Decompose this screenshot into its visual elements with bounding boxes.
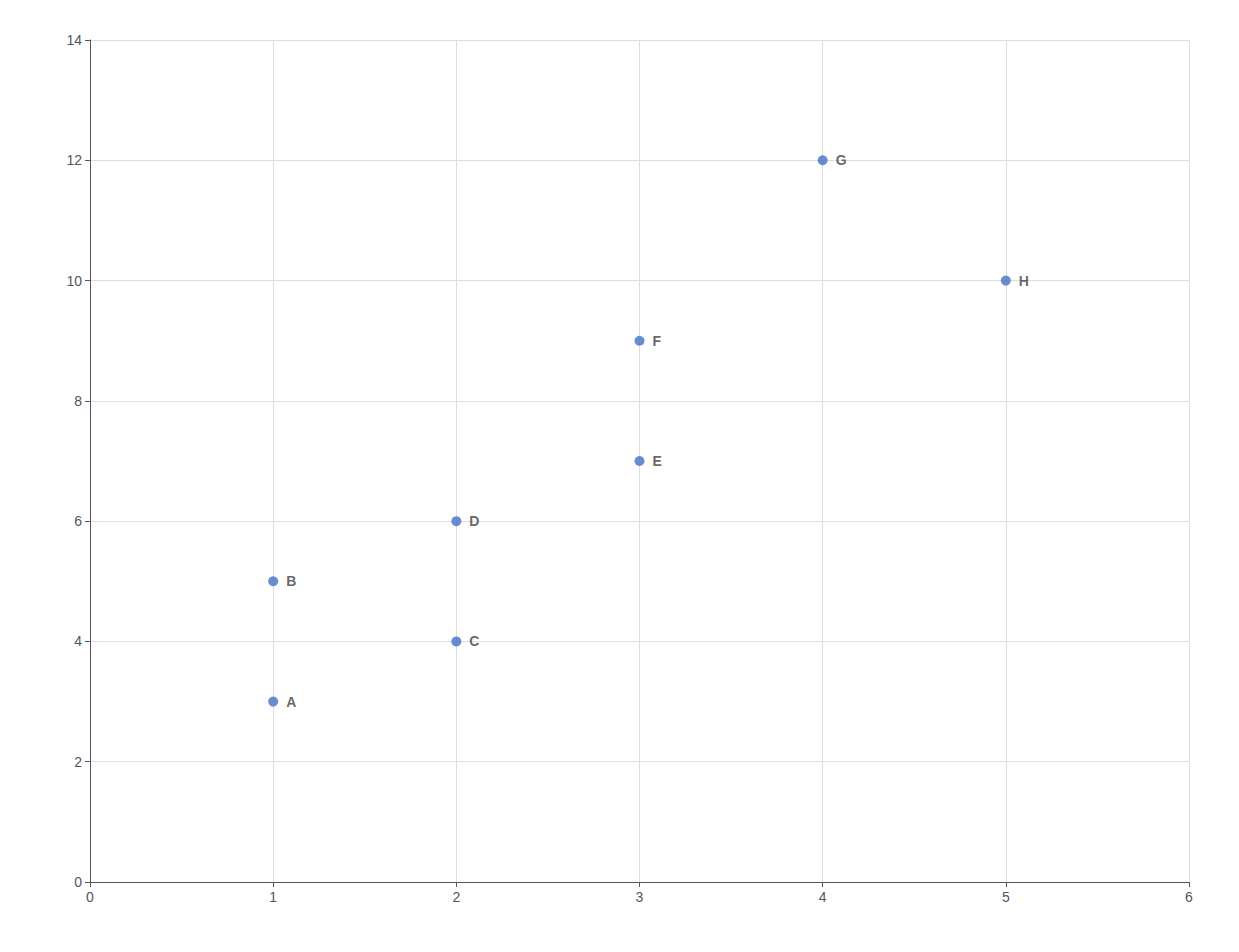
svg-text:C: C <box>469 633 479 649</box>
svg-text:6: 6 <box>74 513 82 529</box>
svg-text:4: 4 <box>819 889 827 905</box>
svg-text:14: 14 <box>66 32 82 48</box>
svg-text:10: 10 <box>66 273 82 289</box>
svg-text:2: 2 <box>452 889 460 905</box>
svg-text:5: 5 <box>1002 889 1010 905</box>
svg-text:G: G <box>836 152 847 168</box>
svg-text:H: H <box>1019 273 1029 289</box>
svg-text:A: A <box>286 694 296 710</box>
svg-text:4: 4 <box>74 633 82 649</box>
svg-text:1: 1 <box>269 889 277 905</box>
svg-text:3: 3 <box>636 889 644 905</box>
svg-text:0: 0 <box>74 874 82 890</box>
svg-text:2: 2 <box>74 754 82 770</box>
svg-text:8: 8 <box>74 393 82 409</box>
svg-text:B: B <box>286 573 296 589</box>
svg-text:D: D <box>469 513 479 529</box>
svg-text:6: 6 <box>1185 889 1193 905</box>
svg-text:12: 12 <box>66 152 82 168</box>
svg-text:0: 0 <box>86 889 94 905</box>
svg-text:E: E <box>653 453 662 469</box>
svg-text:F: F <box>653 333 662 349</box>
